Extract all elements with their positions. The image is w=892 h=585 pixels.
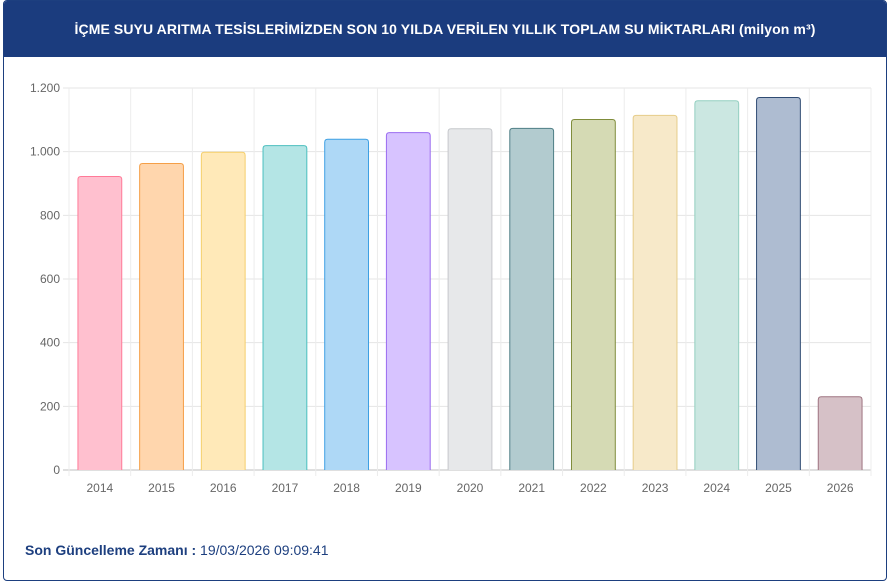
x-tick-label: 2014 <box>86 481 113 495</box>
y-tick-label: 600 <box>40 272 60 286</box>
bar-chart: 0 200 400 600 800 1.000 1.200 2014 2015 2016 2017 2… <box>30 81 872 495</box>
last-update-value: 19/03/2026 09:09:41 <box>196 542 329 558</box>
bar-2018[interactable] <box>324 138 370 470</box>
chart-header: İÇME SUYU ARITMA TESİSLERİMİZDEN SON 10 … <box>4 1 886 57</box>
y-tick-label: 200 <box>40 399 60 413</box>
x-tick-label: 2019 <box>395 481 422 495</box>
last-update: Son Güncelleme Zamanı : 19/03/2026 09:09… <box>25 542 329 558</box>
bar-2026[interactable] <box>817 396 863 470</box>
chart-title: İÇME SUYU ARITMA TESİSLERİMİZDEN SON 10 … <box>74 21 816 37</box>
chart-area: 0 200 400 600 800 1.000 1.200 2014 2015 2016 2017 2… <box>4 57 886 517</box>
x-tick-label: 2023 <box>642 481 669 495</box>
x-tick-label: 2022 <box>580 481 607 495</box>
x-tick-label: 2025 <box>765 481 792 495</box>
y-tick-label: 1.200 <box>30 81 60 95</box>
last-update-label: Son Güncelleme Zamanı : <box>25 542 197 558</box>
x-tick-label: 2016 <box>210 481 237 495</box>
bar-2025[interactable] <box>756 97 801 470</box>
x-tick-label: 2026 <box>827 481 854 495</box>
bar-2024[interactable] <box>694 100 740 470</box>
chart-card: İÇME SUYU ARITMA TESİSLERİMİZDEN SON 10 … <box>3 0 887 581</box>
y-tick-label: 1.000 <box>30 145 60 159</box>
bar-2019[interactable] <box>385 132 431 470</box>
bar-2016[interactable] <box>200 151 246 470</box>
x-tick-label: 2017 <box>272 481 299 495</box>
x-tick-label: 2015 <box>148 481 175 495</box>
x-tick-label: 2021 <box>518 481 545 495</box>
bar-2014[interactable] <box>77 175 123 470</box>
x-tick-label: 2024 <box>703 481 730 495</box>
x-tick-label: 2018 <box>333 481 360 495</box>
bar-2017[interactable] <box>262 145 308 470</box>
bar-2015[interactable] <box>139 162 184 470</box>
bar-2023[interactable] <box>632 114 678 470</box>
y-tick-label: 0 <box>53 463 60 477</box>
bar-2021[interactable] <box>509 127 555 470</box>
x-tick-label: 2020 <box>457 481 484 495</box>
y-tick-label: 400 <box>40 336 60 350</box>
y-tick-label: 800 <box>40 208 60 222</box>
bar-2022[interactable] <box>570 119 616 470</box>
bar-2020[interactable] <box>447 128 493 470</box>
